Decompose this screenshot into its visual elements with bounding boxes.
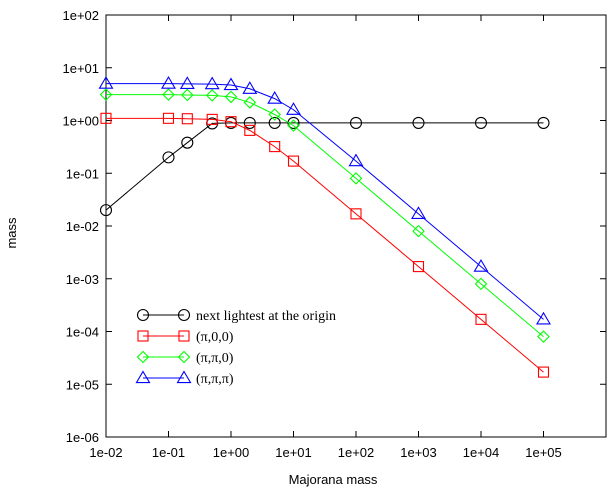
legend-entry: (π,π,π) <box>135 370 234 387</box>
data-point <box>412 261 425 273</box>
data-point <box>181 113 193 125</box>
data-point <box>474 116 488 129</box>
legend-marker <box>177 308 191 322</box>
series-line <box>106 117 544 373</box>
data-point <box>287 155 300 167</box>
data-point <box>243 116 256 129</box>
y-axis-title: mass <box>4 217 19 249</box>
x-tick-label: 1e+04 <box>463 445 500 460</box>
data-point <box>161 76 176 89</box>
data-point <box>474 277 488 291</box>
data-point <box>243 96 257 109</box>
x-tick-label: 1e+01 <box>275 445 312 460</box>
legend-label: (π,0,0) <box>196 330 234 345</box>
legend-label: (π,π,π) <box>196 372 234 387</box>
legend-entry: (π,π,0) <box>136 350 234 366</box>
data-point <box>181 88 194 102</box>
series-layer <box>98 76 551 378</box>
x-tick-label: 1e-02 <box>89 445 122 460</box>
data-point <box>100 112 112 124</box>
plot-frame <box>105 14 607 438</box>
data-point <box>162 88 175 101</box>
data-point <box>99 88 113 101</box>
series-line <box>106 94 544 337</box>
legend-marker <box>176 370 192 384</box>
data-point <box>473 259 489 272</box>
data-point <box>475 313 487 325</box>
legend: next lightest at the origin (π,0,0) (π,π,0… <box>135 308 336 387</box>
x-tick-labels: 1e-02 1e-01 1e+00 1e+01 1e+02 1e+03 1e+04 1e+05 <box>89 445 561 460</box>
data-point <box>225 116 237 128</box>
data-point <box>268 108 281 121</box>
legend-marker <box>135 370 151 384</box>
y-tick-label: 1e+00 <box>62 114 99 129</box>
legend-marker <box>177 350 191 364</box>
series-line <box>105 122 544 211</box>
data-point <box>286 102 301 115</box>
data-point <box>181 136 194 149</box>
y-tick-label: 1e-05 <box>66 377 99 392</box>
data-point <box>267 91 283 104</box>
series-square <box>100 112 550 378</box>
data-point <box>98 76 114 89</box>
legend-marker <box>136 350 150 364</box>
data-point <box>537 330 550 343</box>
data-point <box>269 141 281 153</box>
data-point <box>244 124 256 136</box>
legend-entry: next lightest at the origin <box>136 308 336 324</box>
legend-marker <box>136 308 150 322</box>
y-tick-label: 1e-01 <box>66 166 99 181</box>
x-tick-label: 1e+02 <box>338 445 375 460</box>
data-point <box>268 116 281 129</box>
x-axis-title: Majorana mass <box>289 472 378 487</box>
y-tick-label: 1e-03 <box>66 272 99 287</box>
data-point <box>206 113 218 125</box>
y-tick-labels: 1e-06 1e-05 1e-04 1e-03 1e-02 1e-01 1e+00 1e+01… <box>62 8 99 445</box>
data-point <box>412 224 425 238</box>
legend-label: next lightest at the origin <box>196 309 336 324</box>
data-point <box>348 153 364 167</box>
x-tick-label: 1e+03 <box>400 445 437 460</box>
series-line <box>106 83 544 320</box>
plot-border <box>105 14 607 438</box>
data-point <box>537 366 550 378</box>
legend-entry: (π,0,0) <box>137 330 234 345</box>
data-point <box>412 116 425 129</box>
x-tick-label: 1e+05 <box>525 445 562 460</box>
data-point <box>223 77 239 91</box>
series-triangle <box>98 76 551 325</box>
data-point <box>99 204 113 217</box>
data-point <box>349 116 363 129</box>
series-diamond <box>99 88 550 343</box>
legend-marker <box>137 330 149 342</box>
data-point <box>162 112 175 124</box>
data-point <box>179 76 195 89</box>
y-tick-label: 1e-06 <box>66 430 99 445</box>
data-point <box>162 151 175 164</box>
data-point <box>350 208 362 220</box>
series-circle <box>99 116 550 217</box>
y-tick-label: 1e+01 <box>62 61 99 76</box>
data-point <box>205 89 219 102</box>
x-tick-label: 1e+00 <box>213 445 250 460</box>
legend-marker <box>178 330 190 342</box>
data-point <box>224 90 238 104</box>
legend-label: (π,π,0) <box>196 351 234 366</box>
y-tick-label: 1e-02 <box>66 219 99 234</box>
x-tick-label: 1e-01 <box>152 445 185 460</box>
data-point <box>204 76 220 90</box>
data-point <box>242 81 258 94</box>
data-point <box>536 311 551 325</box>
y-tick-label: 1e+02 <box>62 8 99 23</box>
y-tick-label: 1e-04 <box>66 325 99 340</box>
data-point <box>411 206 426 219</box>
data-point <box>287 119 300 132</box>
axis-ticks <box>105 14 606 438</box>
data-point <box>349 172 363 185</box>
data-point <box>537 116 550 129</box>
